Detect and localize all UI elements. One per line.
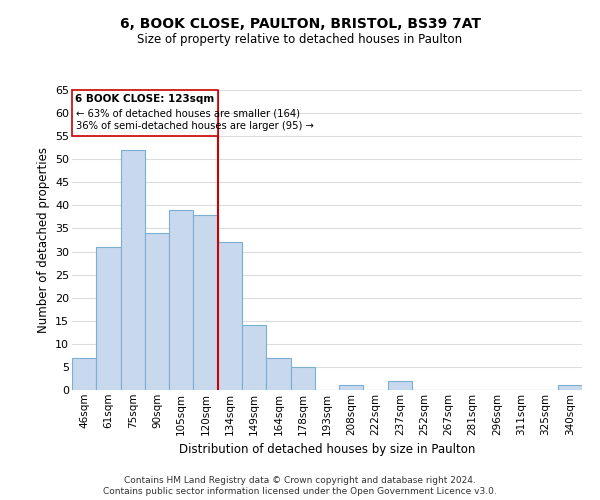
Bar [72, 90, 218, 136]
Bar [96, 247, 121, 390]
Bar [72, 358, 96, 390]
Text: 36% of semi-detached houses are larger (95) →: 36% of semi-detached houses are larger (… [76, 121, 314, 131]
Text: Contains HM Land Registry data © Crown copyright and database right 2024.: Contains HM Land Registry data © Crown c… [124, 476, 476, 485]
Text: 6, BOOK CLOSE, PAULTON, BRISTOL, BS39 7AT: 6, BOOK CLOSE, PAULTON, BRISTOL, BS39 7A… [119, 18, 481, 32]
Bar [169, 210, 193, 390]
Text: Contains public sector information licensed under the Open Government Licence v3: Contains public sector information licen… [103, 488, 497, 496]
Y-axis label: Number of detached properties: Number of detached properties [37, 147, 50, 333]
Text: ← 63% of detached houses are smaller (164): ← 63% of detached houses are smaller (16… [76, 108, 299, 118]
Bar [121, 150, 145, 390]
Bar [145, 233, 169, 390]
Bar [242, 326, 266, 390]
Bar [193, 214, 218, 390]
Text: Size of property relative to detached houses in Paulton: Size of property relative to detached ho… [137, 32, 463, 46]
Bar [339, 386, 364, 390]
Bar [266, 358, 290, 390]
Bar [290, 367, 315, 390]
X-axis label: Distribution of detached houses by size in Paulton: Distribution of detached houses by size … [179, 443, 475, 456]
Text: 6 BOOK CLOSE: 123sqm: 6 BOOK CLOSE: 123sqm [75, 94, 214, 104]
Bar [218, 242, 242, 390]
Bar [388, 381, 412, 390]
Bar [558, 386, 582, 390]
